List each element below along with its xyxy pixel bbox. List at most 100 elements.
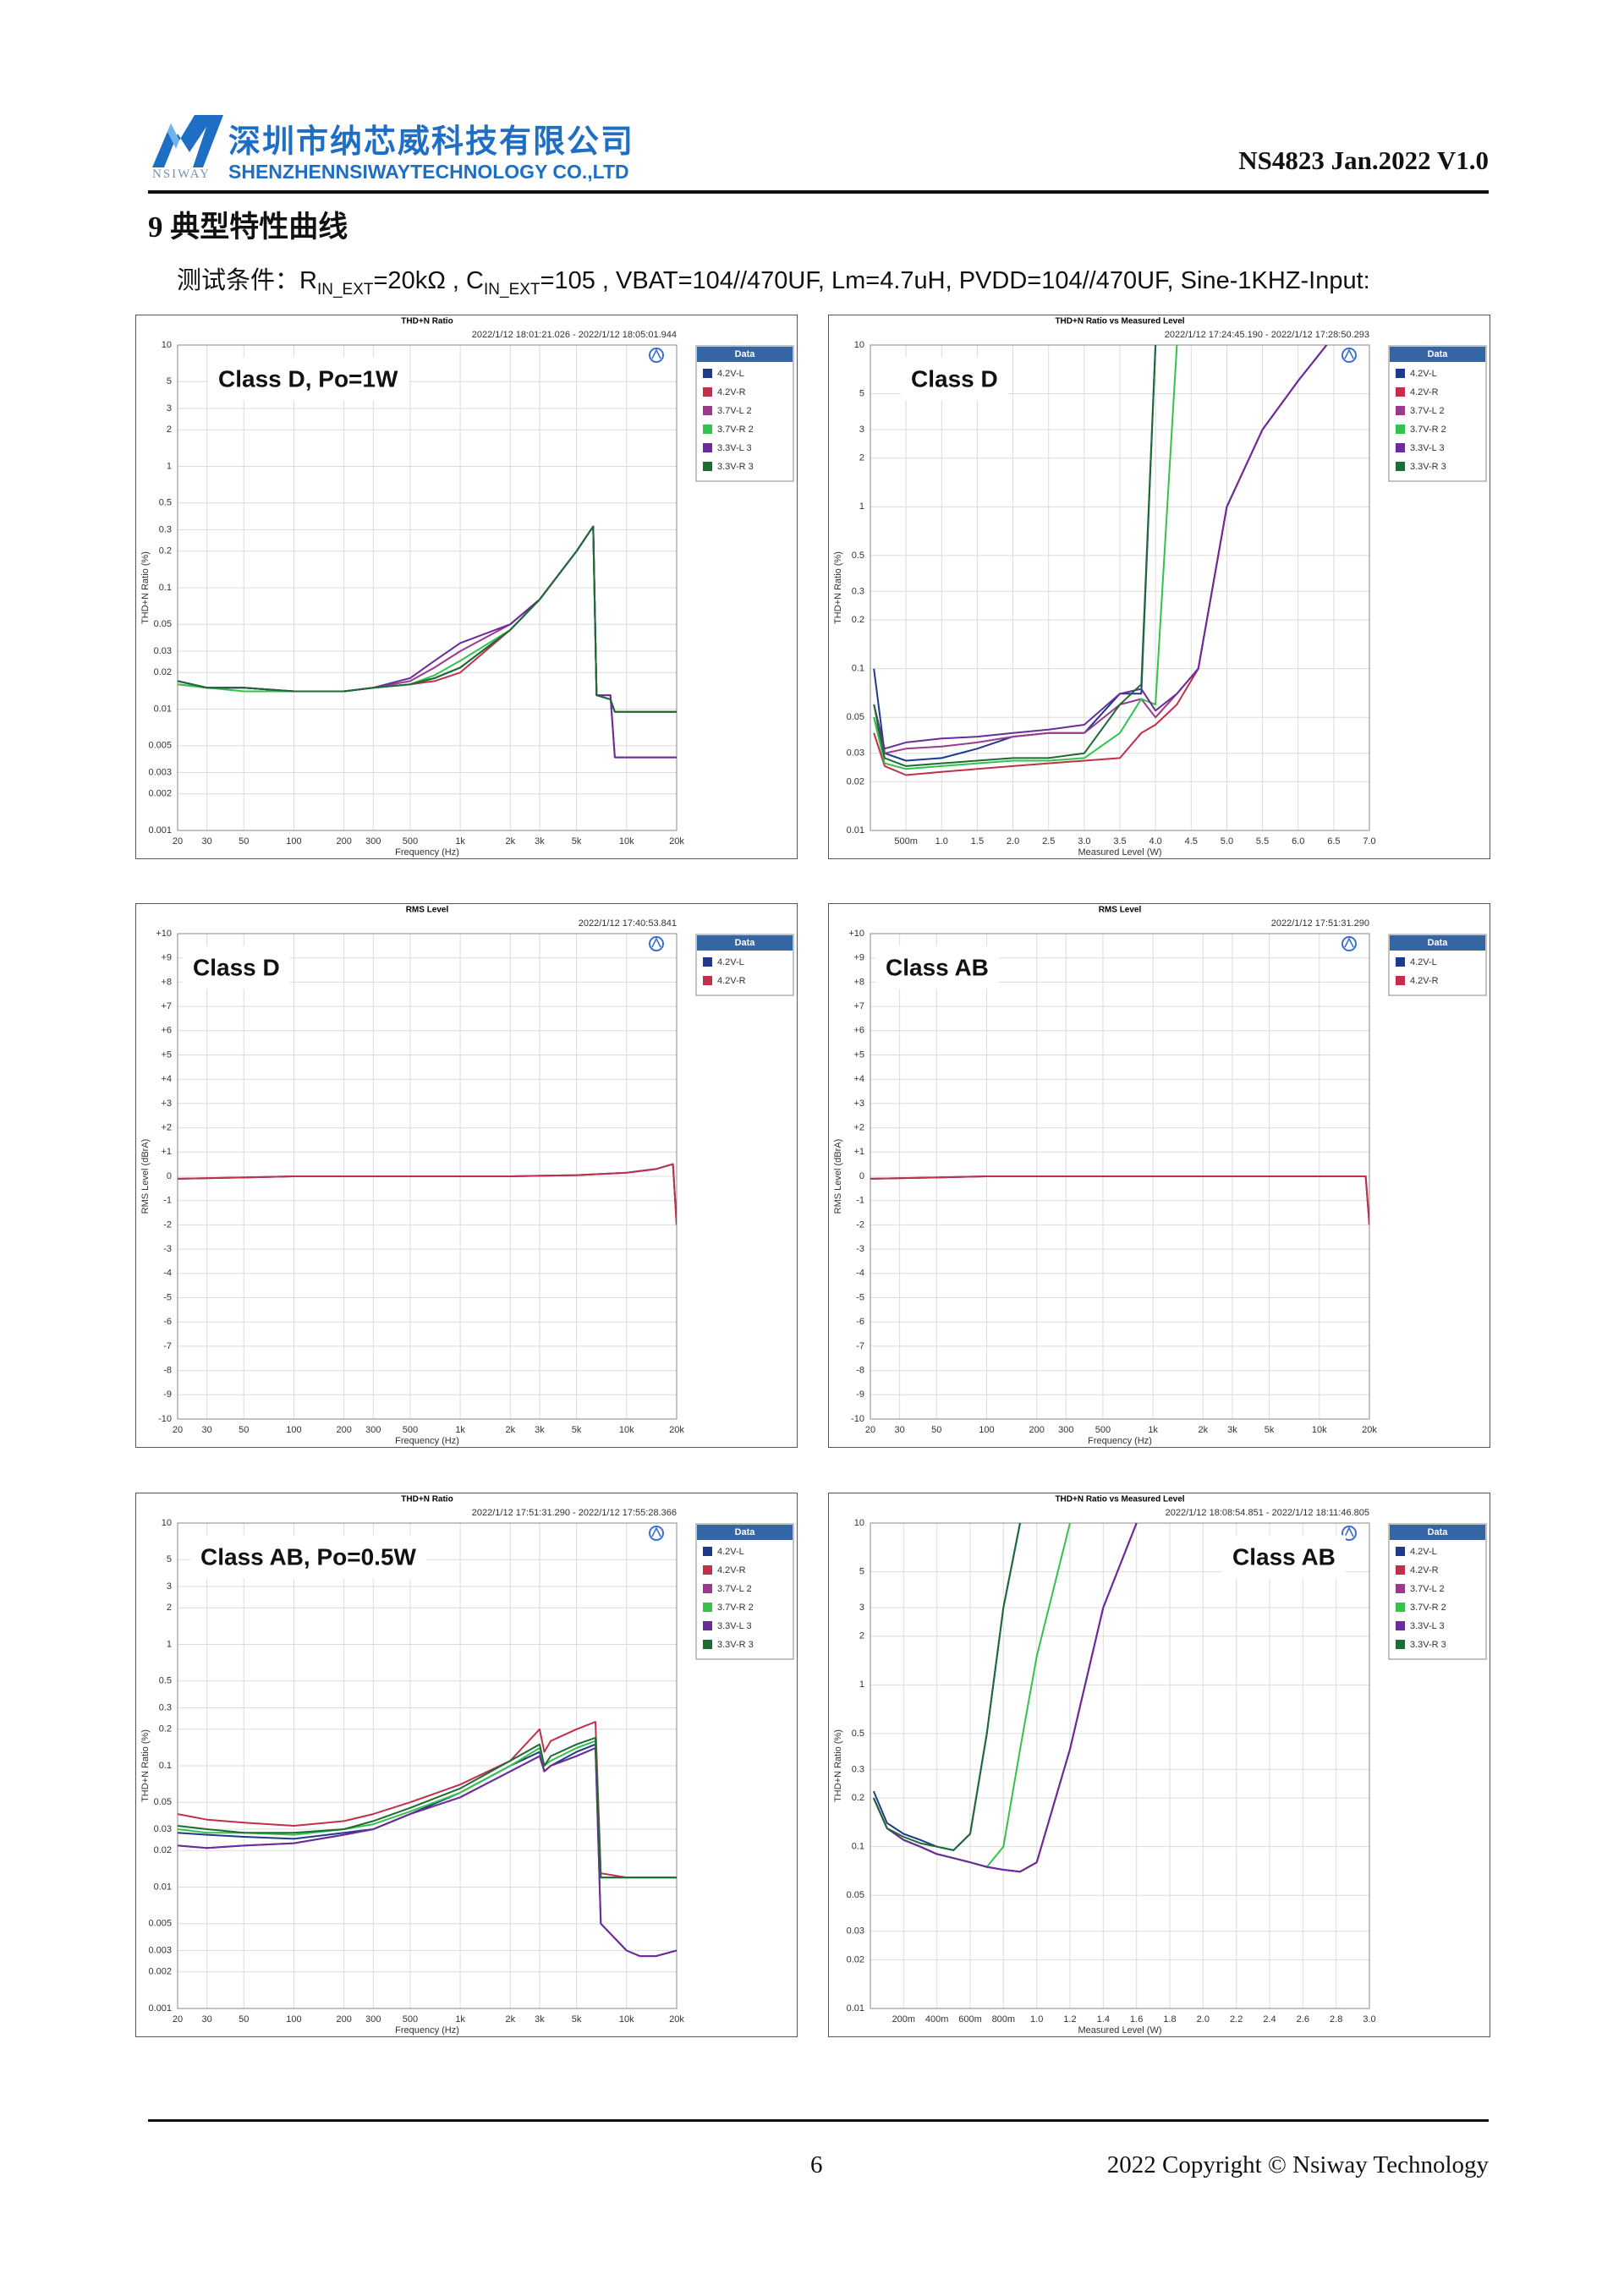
y-tick-label: -2 [163, 1219, 172, 1230]
y-tick-label: 0.02 [847, 776, 864, 786]
y-tick-label: 0.02 [154, 1845, 172, 1855]
plot-border [177, 933, 678, 1420]
legend-label: 3.7V-L 2 [1410, 406, 1445, 416]
y-tick-label: 0 [859, 1171, 864, 1181]
chart-title: THD+N Ratio [401, 1495, 453, 1504]
annotation: Class D, Po=1W [218, 365, 398, 392]
x-tick-label: 2.0 [1197, 2014, 1210, 2025]
x-tick-label: 300 [365, 1425, 381, 1435]
y-tick-label: 0.1 [852, 664, 864, 674]
series-line [178, 1736, 677, 1879]
footer-rule [148, 2119, 1489, 2122]
x-tick-label: 2k [1199, 1425, 1209, 1435]
x-tick-label: 200 [336, 1425, 351, 1435]
y-tick-label: 0.1 [852, 1842, 864, 1852]
x-tick-label: 1k [1148, 1425, 1158, 1435]
y-tick-label: 10 [854, 1518, 864, 1528]
x-tick-label: 500 [1095, 1425, 1111, 1435]
x-tick-label: 6.0 [1292, 836, 1304, 847]
y-tick-label: 5 [167, 376, 172, 386]
x-tick-label: 20 [173, 2014, 183, 2025]
legend-box [1388, 1523, 1487, 1660]
x-tick-label: 5.5 [1256, 836, 1269, 847]
x-tick-label: 5k [572, 2014, 582, 2025]
x-tick-label: 1k [455, 2014, 465, 2025]
legend-title: Data [735, 938, 756, 948]
y-tick-label: 0.002 [148, 789, 172, 799]
x-tick-label: 100 [286, 1425, 301, 1435]
x-tick-label: 3k [535, 836, 545, 847]
plot-border [870, 344, 1370, 831]
y-tick-label: 0.3 [159, 524, 172, 534]
chart-title: THD+N Ratio vs Measured Level [1055, 317, 1184, 326]
legend-label: 3.7V-R 2 [1410, 1603, 1446, 1613]
legend-title: Data [1428, 938, 1449, 948]
ap-icon [1341, 348, 1357, 363]
y-tick-label: -7 [856, 1341, 864, 1351]
legend-swatch [1396, 462, 1405, 471]
y-tick-label: 2 [167, 1603, 172, 1613]
legend-swatch [703, 1640, 712, 1649]
y-tick-label: -1 [163, 1196, 172, 1206]
x-tick-label: 20 [865, 1425, 875, 1435]
legend-header [697, 347, 793, 362]
legend-label: 3.3V-L 3 [717, 443, 752, 453]
y-axis-label: THD+N Ratio (%) [833, 551, 843, 624]
x-tick-label: 5k [1265, 1425, 1275, 1435]
y-tick-label: +6 [853, 1026, 864, 1036]
chart-title: RMS Level [1099, 906, 1142, 915]
y-tick-label: +4 [161, 1074, 172, 1084]
text-run: =105 , VBAT=104//470UF, Lm=4.7uH, PVDD=1… [540, 267, 1370, 294]
x-tick-label: 2.5 [1042, 836, 1055, 847]
annotation-bg [1222, 1535, 1346, 1579]
y-tick-label: -4 [856, 1269, 864, 1279]
x-tick-label: 30 [895, 1425, 905, 1435]
x-tick-label: 300 [365, 2014, 381, 2025]
legend-label: 3.7V-R 2 [717, 425, 754, 435]
y-tick-label: +1 [853, 1147, 864, 1157]
y-tick-label: 0.001 [148, 825, 172, 836]
x-tick-label: 1.4 [1097, 2014, 1110, 2025]
x-tick-label: 1.6 [1130, 2014, 1143, 2025]
x-tick-label: 50 [931, 1425, 941, 1435]
y-tick-label: 0.005 [148, 1919, 172, 1929]
x-tick-label: 3.0 [1363, 2014, 1375, 2025]
y-tick-label: 0.003 [148, 767, 172, 777]
y-tick-label: 0.5 [852, 551, 864, 561]
legend-swatch [1396, 1547, 1405, 1556]
ap-icon-mark [651, 937, 661, 948]
x-tick-label: 200 [336, 2014, 351, 2025]
legend-swatch [1396, 425, 1405, 434]
y-tick-label: 0.001 [148, 2003, 172, 2014]
legend-label: 3.3V-R 3 [1410, 1640, 1446, 1650]
ap-icon-mark [651, 1526, 661, 1537]
x-tick-label: 5k [572, 836, 582, 847]
legend-swatch [703, 976, 712, 985]
annotation-bg [875, 945, 999, 989]
y-tick-label: -7 [163, 1341, 172, 1351]
legend-title: Data [735, 1527, 756, 1537]
x-tick-label: 2.4 [1263, 2014, 1276, 2025]
y-axis-label: THD+N Ratio (%) [140, 551, 151, 624]
y-tick-label: -6 [856, 1317, 864, 1327]
legend-label: 4.2V-L [1410, 369, 1437, 379]
y-tick-label: -8 [856, 1366, 864, 1376]
y-tick-label: 0.2 [159, 1724, 172, 1734]
series-line [178, 525, 677, 713]
y-tick-label: 0.003 [148, 1945, 172, 1955]
y-tick-label: 0.2 [852, 1793, 864, 1803]
x-tick-label: 500 [403, 836, 418, 847]
x-tick-label: 20 [173, 836, 183, 847]
y-tick-label: -3 [856, 1244, 864, 1254]
y-tick-label: -5 [163, 1292, 172, 1302]
timestamp: 2022/1/12 17:40:53.841 [579, 918, 677, 929]
legend-swatch [703, 1584, 712, 1593]
chart-title: RMS Level [406, 906, 449, 915]
x-tick-label: 20k [669, 2014, 684, 2025]
y-axis-label: THD+N Ratio (%) [833, 1729, 843, 1802]
annotation: Class D [193, 954, 280, 980]
legend-swatch [1396, 976, 1405, 985]
legend-label: 4.2V-L [717, 1547, 744, 1557]
legend-box [695, 1523, 794, 1660]
